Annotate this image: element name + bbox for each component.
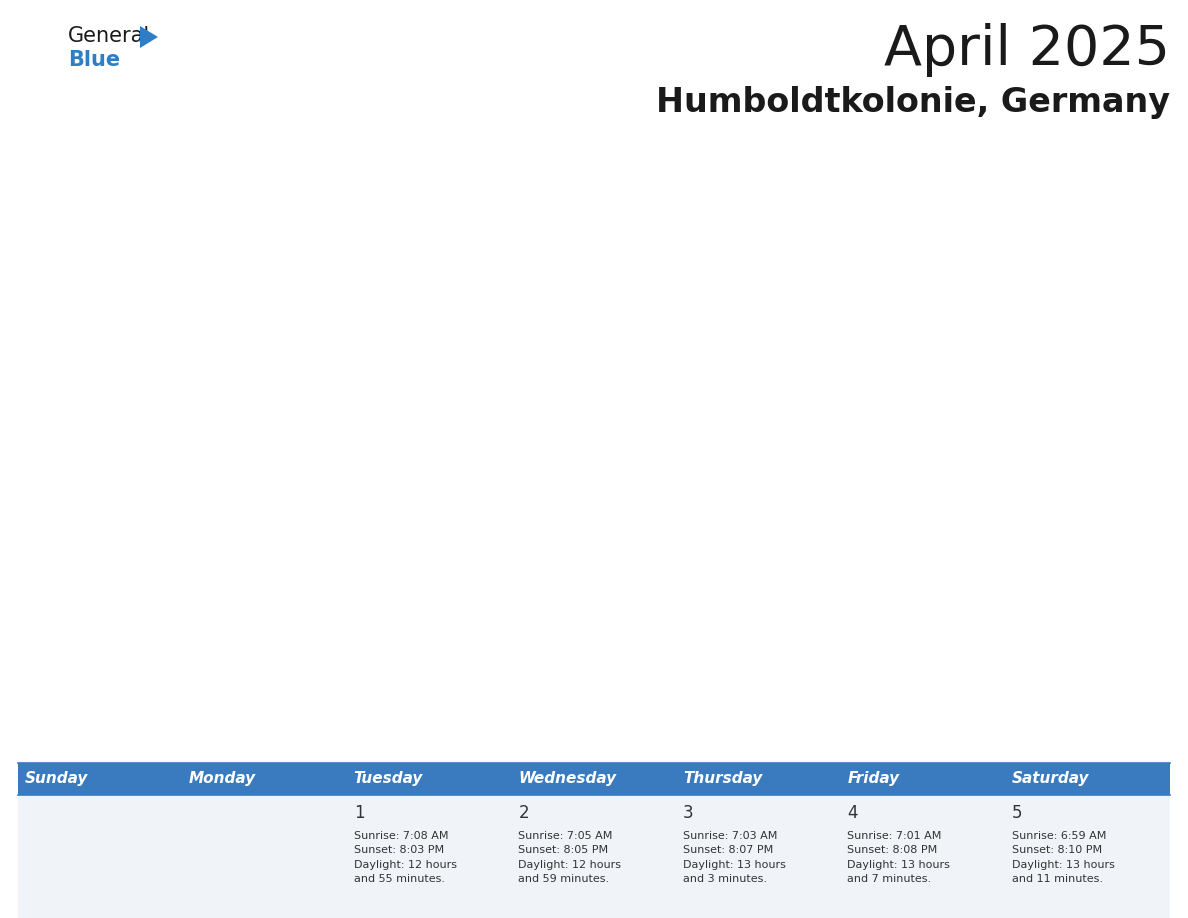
Text: Sunrise: 7:01 AM
Sunset: 8:08 PM
Daylight: 13 hours
and 7 minutes.: Sunrise: 7:01 AM Sunset: 8:08 PM Dayligh… (847, 831, 950, 884)
Text: April 2025: April 2025 (884, 23, 1170, 77)
Text: General: General (68, 26, 150, 46)
Bar (841, 763, 1005, 795)
Bar (183, 763, 347, 795)
Bar (676, 795, 841, 918)
Bar (18, 795, 183, 918)
Bar (347, 795, 512, 918)
Text: Sunrise: 7:03 AM
Sunset: 8:07 PM
Daylight: 13 hours
and 3 minutes.: Sunrise: 7:03 AM Sunset: 8:07 PM Dayligh… (683, 831, 785, 884)
Bar (347, 763, 512, 795)
Bar (512, 795, 676, 918)
Text: 3: 3 (683, 803, 694, 822)
Text: Sunrise: 7:08 AM
Sunset: 8:03 PM
Daylight: 12 hours
and 55 minutes.: Sunrise: 7:08 AM Sunset: 8:03 PM Dayligh… (354, 831, 456, 884)
Bar (512, 763, 676, 795)
Text: Sunrise: 6:59 AM
Sunset: 8:10 PM
Daylight: 13 hours
and 11 minutes.: Sunrise: 6:59 AM Sunset: 8:10 PM Dayligh… (1012, 831, 1114, 884)
Text: Thursday: Thursday (683, 771, 763, 787)
Text: Sunday: Sunday (25, 771, 88, 787)
Text: Humboldtkolonie, Germany: Humboldtkolonie, Germany (656, 86, 1170, 119)
Text: Wednesday: Wednesday (518, 771, 617, 787)
Text: Blue: Blue (68, 50, 120, 70)
Bar (1005, 795, 1170, 918)
Text: 1: 1 (354, 803, 365, 822)
Text: Sunrise: 7:05 AM
Sunset: 8:05 PM
Daylight: 12 hours
and 59 minutes.: Sunrise: 7:05 AM Sunset: 8:05 PM Dayligh… (518, 831, 621, 884)
Bar (183, 795, 347, 918)
Bar (841, 795, 1005, 918)
Text: 2: 2 (518, 803, 529, 822)
Bar (1005, 763, 1170, 795)
Bar (676, 763, 841, 795)
Text: 4: 4 (847, 803, 858, 822)
Text: Tuesday: Tuesday (354, 771, 423, 787)
Polygon shape (140, 26, 158, 48)
Text: Monday: Monday (189, 771, 257, 787)
Text: 5: 5 (1012, 803, 1023, 822)
Text: Friday: Friday (847, 771, 899, 787)
Text: Saturday: Saturday (1012, 771, 1089, 787)
Bar (18, 763, 183, 795)
